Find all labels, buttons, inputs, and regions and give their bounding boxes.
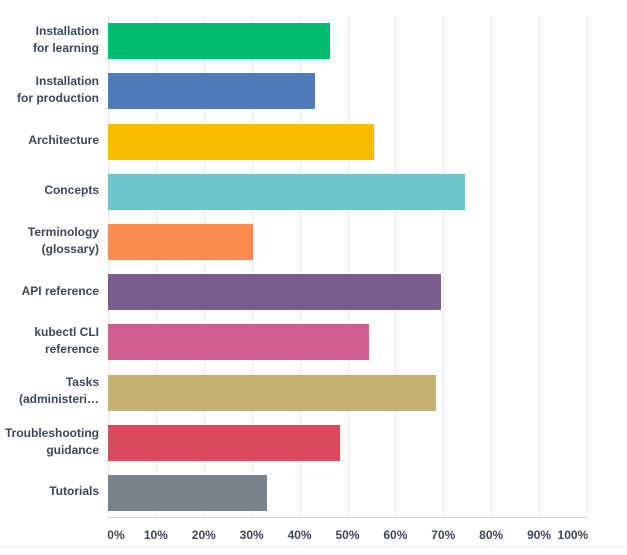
category-label-line: Installation <box>35 24 99 39</box>
category-label: Installation for production <box>0 65 99 115</box>
category-label: Tutorials <box>0 467 99 517</box>
category-label-line: Installation <box>35 74 99 89</box>
category-label-line: Architecture <box>28 132 99 147</box>
category-label-line: Tasks <box>65 375 99 390</box>
category-label-line: API reference <box>21 283 99 298</box>
bar-troubleshooting-guidance <box>108 424 340 461</box>
x-tick-label: 60% <box>383 528 408 542</box>
bottom-divider <box>0 546 627 547</box>
category-label: Terminology (glossary) <box>0 216 99 266</box>
category-label-line: (administeri… <box>18 392 99 407</box>
category-label-line: reference <box>44 342 99 357</box>
bar-kubectl-cli-reference <box>108 324 370 361</box>
category-label: Installation for learning <box>0 15 99 65</box>
category-label: kubectl CLI reference <box>0 316 99 366</box>
category-label-line: kubectl CLI <box>34 325 99 340</box>
category-label: Architecture <box>0 115 99 165</box>
gridline <box>443 15 445 517</box>
category-label-line: Terminology <box>27 224 99 239</box>
gridline <box>395 15 397 517</box>
bar-installation-for-production <box>108 73 316 110</box>
gridline <box>347 15 349 517</box>
gridline <box>491 15 493 517</box>
category-label: API reference <box>0 266 99 316</box>
gridline <box>203 15 205 517</box>
category-label: Tasks (administeri… <box>0 366 99 416</box>
x-tick-label: 40% <box>287 528 312 542</box>
gridline <box>251 15 253 517</box>
category-label-line: guidance <box>46 442 99 457</box>
x-tick-label: 0% <box>107 528 125 542</box>
bar-architecture <box>108 123 374 160</box>
x-tick-label: 30% <box>239 528 264 542</box>
x-tick-label: 50% <box>335 528 360 542</box>
plot-area <box>108 15 588 518</box>
bar-tutorials <box>108 474 268 511</box>
category-label: Troubleshooting guidance <box>0 417 99 467</box>
category-label: Concepts <box>0 166 99 216</box>
gridline <box>539 15 541 517</box>
bar-installation-for-learning <box>108 23 331 60</box>
gridline <box>108 15 109 517</box>
category-label-line: Tutorials <box>49 484 99 499</box>
gridline <box>155 15 157 517</box>
gridline <box>587 15 588 517</box>
category-label-line: for production <box>17 91 99 106</box>
category-label-line: (glossary) <box>41 241 99 256</box>
x-tick-label: 70% <box>431 528 456 542</box>
x-tick-label: 20% <box>191 528 216 542</box>
bar-tasks-administeri <box>108 374 437 411</box>
gridline <box>299 15 301 517</box>
category-label-line: Troubleshooting <box>5 425 99 440</box>
x-tick-label: 80% <box>479 528 504 542</box>
bar-terminology-glossary <box>108 223 254 260</box>
bar-concepts <box>108 173 465 210</box>
x-tick-label: 90% <box>527 528 552 542</box>
x-tick-label: 100% <box>557 528 589 542</box>
category-label-line: for learning <box>32 41 99 56</box>
x-tick-label: 10% <box>143 528 168 542</box>
bar-api-reference <box>108 274 442 311</box>
category-label-line: Concepts <box>44 183 99 198</box>
